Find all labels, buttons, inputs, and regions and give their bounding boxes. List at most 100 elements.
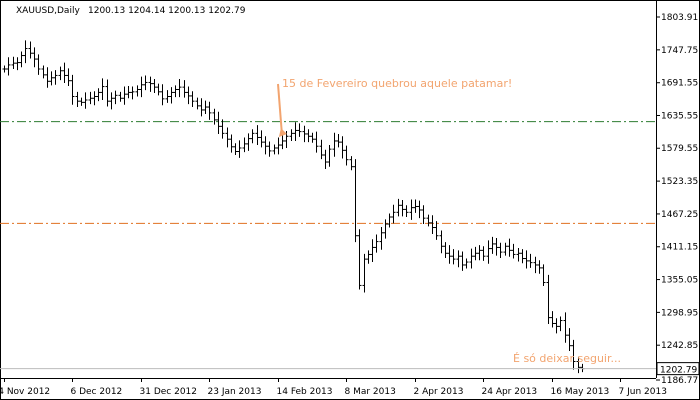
ohlc-bar bbox=[70, 74, 75, 105]
x-tick-label: 24 Apr 2013 bbox=[482, 387, 538, 397]
ohlc-bar bbox=[130, 86, 135, 100]
ohlc-bar bbox=[58, 66, 63, 81]
ohlc-bar bbox=[451, 249, 456, 265]
ohlc-bar bbox=[267, 141, 272, 157]
ohlc-bar bbox=[477, 245, 482, 261]
ohlc-bar bbox=[297, 123, 302, 137]
ohlc-bar bbox=[370, 239, 375, 263]
ohlc-bar bbox=[469, 248, 474, 269]
ohlc-bar bbox=[336, 133, 341, 148]
ohlc-bar bbox=[357, 229, 362, 290]
ohlc-bar bbox=[242, 137, 247, 153]
ohlc-bar bbox=[379, 226, 384, 250]
ohlc-bar bbox=[417, 200, 422, 219]
ohlc-bar bbox=[15, 57, 20, 71]
ohlc-bar bbox=[460, 251, 465, 271]
ohlc-bar bbox=[494, 238, 499, 256]
x-tick-label: 6 Dec 2012 bbox=[71, 387, 123, 397]
x-axis: 14 Nov 2012 6 Dec 2012 31 Dec 2012 23 Jan 2… bbox=[0, 378, 667, 397]
ohlc-bar bbox=[233, 143, 238, 155]
ohlc-bar bbox=[507, 238, 512, 257]
ohlc-bar bbox=[546, 274, 551, 325]
ohlc-bar bbox=[340, 136, 345, 159]
ohlc-bar bbox=[404, 205, 409, 218]
ohlc-bar bbox=[79, 97, 84, 106]
ohlc-bar bbox=[323, 149, 328, 170]
ohlc-bar bbox=[464, 258, 469, 269]
ohlc-bar bbox=[430, 215, 435, 234]
ohlc-bar bbox=[36, 54, 41, 75]
ohlc-bar bbox=[400, 200, 405, 217]
current-price-box bbox=[656, 362, 700, 376]
ohlc-bar bbox=[516, 248, 521, 262]
ohlc-bar bbox=[195, 97, 200, 110]
ohlc-bar bbox=[220, 119, 225, 139]
level-lines bbox=[0, 121, 656, 224]
ohlc-bar bbox=[190, 91, 195, 108]
annotation-text: 15 de Fevereiro quebrou aquele patamar! bbox=[282, 77, 512, 90]
ohlc-bar bbox=[456, 250, 461, 268]
y-tick-label: 1298.95 bbox=[661, 308, 698, 318]
ohlc-bar bbox=[126, 85, 131, 99]
ohlc-bar bbox=[289, 129, 294, 141]
ohlc-bar bbox=[143, 75, 148, 91]
ohlc-bar bbox=[383, 219, 388, 239]
ohlc-bar bbox=[41, 65, 46, 79]
ohlc-bar bbox=[280, 134, 285, 150]
y-tick-label: 1691.55 bbox=[661, 79, 698, 89]
ohlc-bar bbox=[49, 71, 54, 86]
ohlc-bar bbox=[237, 140, 242, 158]
ohlc-bar bbox=[53, 70, 58, 85]
ohlc-bar bbox=[139, 76, 144, 98]
ohlc-bar bbox=[113, 90, 118, 105]
ohlc-bar bbox=[160, 84, 165, 106]
ohlc-bar bbox=[100, 78, 105, 101]
ohlc-bar bbox=[567, 328, 572, 351]
ohlc-bar bbox=[374, 234, 379, 253]
ohlc-bar bbox=[447, 245, 452, 264]
ohlc-bar bbox=[563, 312, 568, 343]
ohlc-bar bbox=[558, 316, 563, 332]
annotation-text: É só deixar seguir... bbox=[513, 352, 621, 365]
header-ohlc: 1200.13 1204.14 1200.13 1202.79 bbox=[88, 6, 246, 16]
ohlc-bar bbox=[426, 214, 431, 227]
ohlc-bar bbox=[23, 40, 28, 64]
ohlc-bar bbox=[498, 242, 503, 258]
ohlc-bar bbox=[165, 90, 170, 103]
ohlc-bar bbox=[105, 79, 110, 107]
x-tick-label: 2 Apr 2013 bbox=[414, 387, 464, 397]
y-tick-label: 1747.75 bbox=[661, 46, 698, 56]
annotations: 15 de Fevereiro quebrou aquele patamar! É… bbox=[277, 77, 621, 365]
ohlc-bar bbox=[327, 145, 332, 167]
ohlc-bar bbox=[216, 111, 221, 134]
ohlc-bar bbox=[246, 133, 251, 151]
ohlc-bar bbox=[6, 57, 11, 76]
ohlc-bar bbox=[96, 88, 101, 102]
ohlc-bar bbox=[537, 260, 542, 274]
y-tick-label: 1242.85 bbox=[661, 341, 698, 351]
ohlc-bar bbox=[434, 221, 439, 240]
x-tick-label: 7 Jun 2013 bbox=[619, 387, 667, 397]
ohlc-bar bbox=[533, 256, 538, 274]
x-tick-label: 8 Mar 2013 bbox=[345, 387, 396, 397]
ohlc-bar bbox=[250, 129, 255, 144]
ohlc-bar bbox=[207, 101, 212, 120]
ohlc-bar bbox=[439, 230, 444, 254]
y-tick-label: 1635.55 bbox=[661, 111, 698, 121]
ohlc-bar bbox=[276, 137, 281, 155]
y-tick-label: 1411.15 bbox=[661, 243, 698, 253]
x-tick-label: 16 May 2013 bbox=[551, 387, 610, 397]
ohlc-bar bbox=[225, 127, 230, 148]
ohlc-bar bbox=[75, 91, 80, 108]
ohlc-bar bbox=[148, 76, 153, 92]
y-tick-label: 1355.05 bbox=[661, 276, 698, 286]
ohlc-bar bbox=[310, 132, 315, 143]
x-tick-label: 23 Jan 2013 bbox=[208, 387, 262, 397]
ohlc-bar bbox=[366, 250, 371, 264]
ohlc-bar bbox=[396, 198, 401, 217]
y-tick-label: 1803.91 bbox=[661, 13, 698, 23]
ohlc-bar bbox=[32, 47, 37, 68]
ohlc-bar bbox=[229, 134, 234, 153]
ohlc-bar bbox=[66, 68, 71, 86]
